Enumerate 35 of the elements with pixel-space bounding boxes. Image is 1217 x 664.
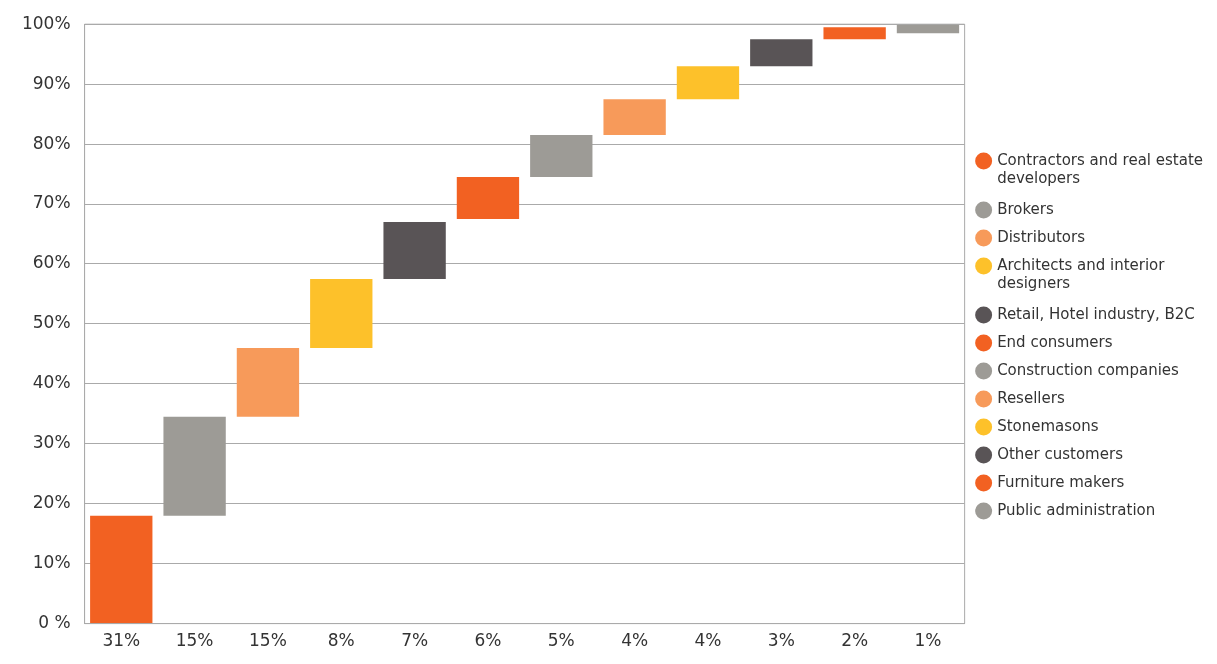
y-tick-label: 20% [32, 492, 71, 513]
legend-label: Architects and interior designers [997, 255, 1166, 292]
x-tick-label: 15% [249, 630, 287, 651]
y-tick-label: 40% [32, 372, 71, 393]
x-tick-label: 4% [621, 630, 649, 651]
y-tick-label: 100% [21, 12, 71, 33]
legend-label: Other customers [997, 444, 1124, 463]
y-tick-label: 70% [32, 192, 71, 213]
legend-label: Contractors and real estate developers [997, 150, 1204, 187]
x-tick-label: 15% [175, 630, 214, 651]
y-tick-label: 30% [32, 432, 71, 453]
y-tick-label: 90% [32, 72, 71, 93]
x-tick-label: 7% [401, 630, 429, 651]
x-tick-label: 3% [767, 630, 795, 651]
x-tick-label: 2% [841, 630, 869, 651]
y-tick-label: 0 % [38, 612, 71, 633]
x-tick-label: 6% [474, 630, 502, 651]
legend-label: End consumers [997, 332, 1113, 351]
legend-label: Furniture makers [997, 472, 1125, 491]
y-tick-label: 50% [32, 312, 71, 333]
legend-label: Public administration [997, 500, 1156, 519]
x-tick-label: 31% [102, 630, 141, 651]
legend-label: Distributors [997, 227, 1086, 246]
y-tick-label: 60% [32, 252, 71, 273]
y-tick-label: 10% [32, 552, 71, 573]
legend-label: Retail, Hotel industry, B2C [997, 304, 1195, 323]
legend-label: Resellers [997, 388, 1065, 407]
x-tick-label: 5% [547, 630, 575, 651]
y-tick-label: 80% [32, 132, 71, 153]
x-tick-label: 8% [327, 630, 355, 651]
x-tick-label: 1% [914, 630, 942, 651]
legend-label: Construction companies [997, 360, 1180, 379]
legend-label: Brokers [997, 199, 1054, 218]
x-tick-label: 4% [694, 630, 722, 651]
legend-label: Stonemasons [997, 416, 1099, 435]
